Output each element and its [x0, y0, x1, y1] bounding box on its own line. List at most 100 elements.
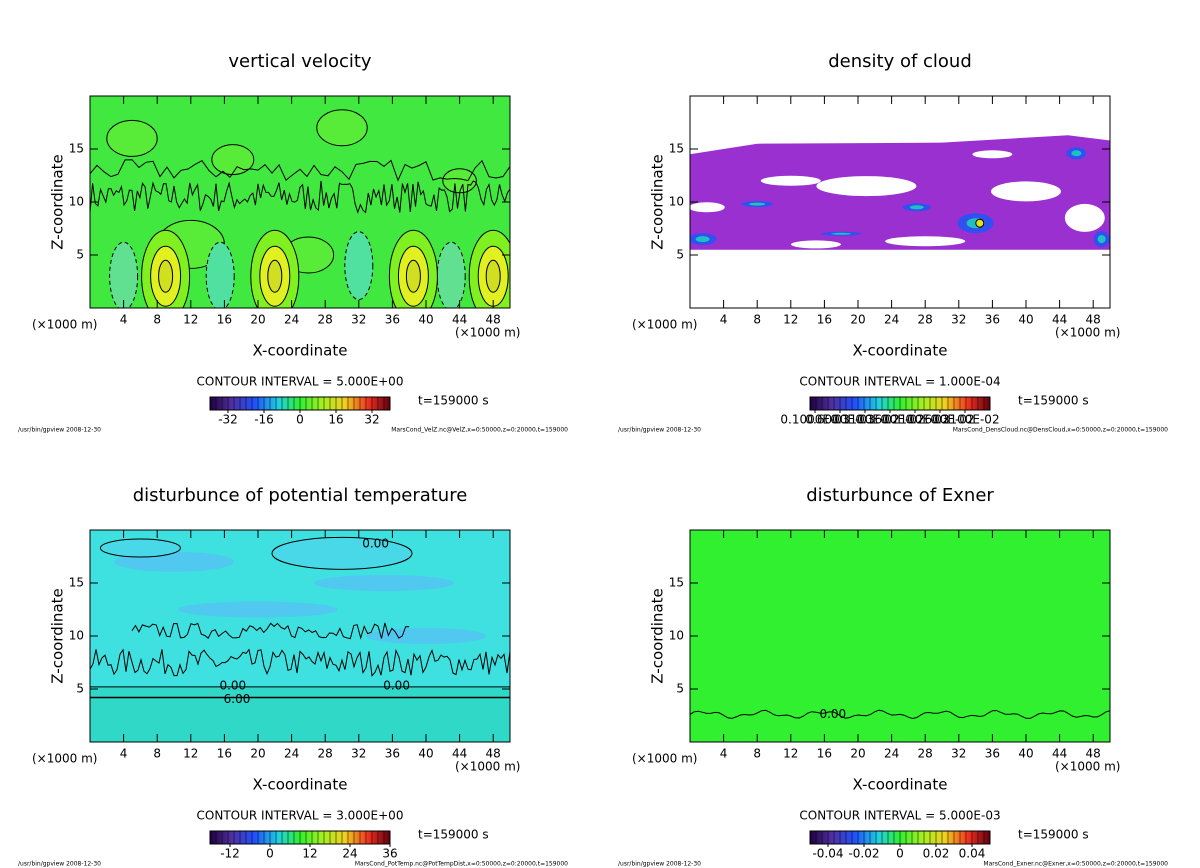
field-patch	[975, 218, 985, 228]
contour-label: 0.00	[362, 536, 389, 550]
field-hole	[760, 175, 821, 186]
x-tick-label: 32	[951, 747, 966, 761]
x-tick-label: 24	[284, 747, 299, 761]
colorbar-tick-label: 0.04	[959, 847, 986, 861]
field-patch	[109, 241, 139, 308]
x-tick-label: 40	[418, 313, 433, 327]
colorbar-tick-label: 0.3100E-02	[930, 413, 999, 427]
x-tick-label: 4	[720, 313, 728, 327]
colorbar-tick-label: 0.1100E-02	[830, 413, 899, 427]
x-tick-label: 20	[250, 747, 265, 761]
colorbar-tick-label: 0.02	[923, 847, 950, 861]
y-tick-label: 5	[676, 248, 684, 262]
field-patch	[366, 628, 486, 644]
panel: 0.000.006.000.004 8 12 16 20 24 28 32 36 40 44 4851…	[18, 485, 568, 868]
x-tick-label: 12	[783, 313, 798, 327]
x-tick-label: 44	[452, 747, 467, 761]
x-tick-label: 32	[351, 313, 366, 327]
x-tick-label: 40	[1018, 747, 1033, 761]
field-patch	[271, 536, 413, 570]
colorbar-tick-label: 0	[266, 847, 274, 861]
x-tick-label: 48	[1086, 313, 1101, 327]
x-axis-label: X-coordinate	[853, 342, 948, 360]
y-tick-label: 5	[76, 682, 84, 696]
field-patch	[442, 168, 477, 194]
x-tick-label: 40	[1018, 313, 1033, 327]
field-hole	[991, 181, 1061, 202]
x-tick-label: 8	[153, 313, 161, 327]
colorbar-tick-label: -0.04	[812, 847, 843, 861]
field-line	[690, 709, 1110, 720]
colorbar-tick-label: -0.02	[848, 847, 879, 861]
field-hole	[1064, 203, 1105, 232]
chart-title: disturbunce of potential temperature	[133, 485, 468, 506]
x-tick-label: 8	[753, 747, 761, 761]
x-axis-label: X-coordinate	[253, 342, 348, 360]
x-tick-label: 8	[753, 313, 761, 327]
colorbar-tick-label: 0.6000E-03	[805, 413, 874, 427]
contour-field	[90, 530, 510, 742]
x-tick-label: 44	[452, 313, 467, 327]
x-unit: (×1000 m)	[32, 318, 97, 332]
colorbar-tick-label: -16	[254, 413, 274, 427]
x-tick-label: 28	[318, 747, 333, 761]
x-tick-label: 28	[318, 313, 333, 327]
x-unit: (×1000 m)	[1055, 760, 1120, 774]
field-line	[90, 180, 510, 214]
field-patch	[205, 241, 235, 308]
field-band	[90, 686, 510, 742]
field-hole	[690, 202, 725, 213]
x-axis-label: X-coordinate	[853, 776, 948, 794]
x-tick-label: 4	[720, 747, 728, 761]
x-tick-label: 20	[850, 747, 865, 761]
field-line	[90, 159, 510, 182]
contour-label: 0.00	[819, 707, 846, 721]
field-patch	[158, 259, 174, 293]
contour-field	[90, 96, 510, 308]
colorbar-tick-label: 0.2100E-02	[880, 413, 949, 427]
contour-interval: CONTOUR INTERVAL = 1.000E-04	[799, 375, 1000, 389]
contour-label: 0.00	[219, 678, 246, 692]
x-tick-label: 20	[250, 313, 265, 327]
chart-title: vertical velocity	[228, 51, 372, 72]
contour-label: 6.00	[224, 692, 251, 706]
field-patch	[106, 119, 158, 157]
time-label: t=159000 s	[418, 828, 489, 842]
x-tick-label: 12	[183, 313, 198, 327]
field-patch	[405, 259, 421, 293]
field-patch	[436, 241, 466, 308]
field-hole	[816, 176, 917, 197]
y-tick-label: 5	[676, 682, 684, 696]
contour-label: 0.00	[383, 678, 410, 692]
field-hole	[791, 240, 841, 249]
x-unit: (×1000 m)	[632, 752, 697, 766]
colorbar-tick-label: 32	[364, 413, 379, 427]
contour-interval: CONTOUR INTERVAL = 5.000E-03	[799, 809, 1000, 823]
field-patch	[178, 601, 338, 618]
x-tick-label: 48	[486, 313, 501, 327]
x-tick-label: 36	[385, 747, 400, 761]
x-tick-label: 4	[120, 313, 128, 327]
colorbar-tick-label: 0.2600E-02	[905, 413, 974, 427]
chart-title: disturbunce of Exner	[806, 485, 994, 506]
colorbar-tick-label: 0	[896, 847, 904, 861]
x-tick-label: 32	[951, 313, 966, 327]
x-tick-label: 36	[985, 313, 1000, 327]
contour-interval: CONTOUR INTERVAL = 5.000E+00	[197, 375, 404, 389]
chart-title: density of cloud	[828, 51, 972, 72]
y-axis-label: Z-coordinate	[49, 588, 67, 683]
x-tick-label: 8	[153, 747, 161, 761]
x-tick-label: 16	[217, 747, 232, 761]
y-axis-label: Z-coordinate	[649, 588, 667, 683]
x-unit: (×1000 m)	[632, 318, 697, 332]
x-tick-label: 12	[783, 747, 798, 761]
colorbar-tick-label: 0	[296, 413, 304, 427]
footer-left: /usr/bin/gpview 2008-12-30	[618, 427, 701, 434]
field-patch	[1071, 150, 1082, 157]
y-tick-label: 15	[69, 576, 84, 590]
x-tick-label: 28	[918, 313, 933, 327]
x-tick-label: 4	[120, 747, 128, 761]
field-hole	[885, 236, 966, 247]
